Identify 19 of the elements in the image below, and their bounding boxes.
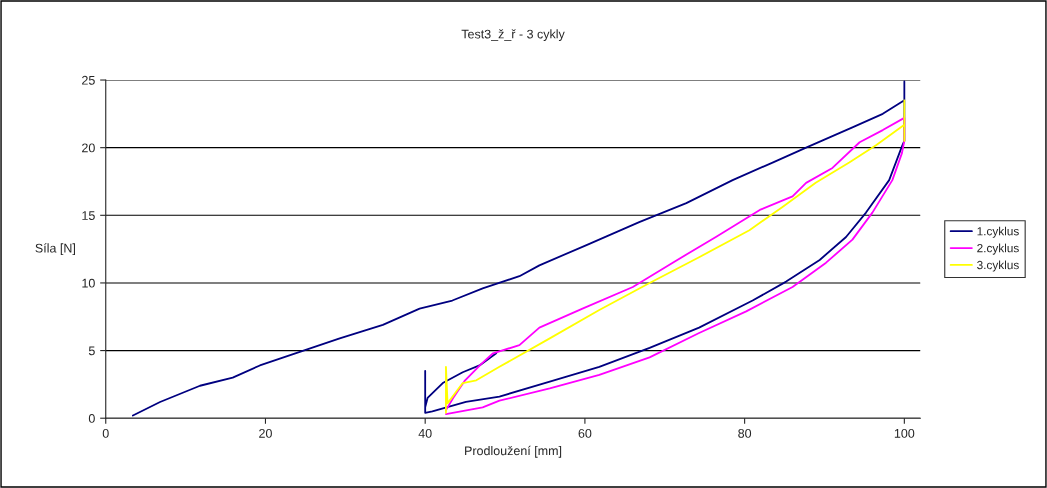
- y-tick-label: 15: [82, 211, 95, 220]
- x-tick-label: 0: [102, 428, 109, 438]
- chart-title: Test3_ž_ř - 3 cykly: [461, 29, 565, 41]
- legend-label: 2.cyklus: [977, 243, 1019, 255]
- line-series: [131, 80, 906, 417]
- x-tick-label: 100: [894, 428, 915, 438]
- x-tick-label: 80: [738, 428, 752, 438]
- y-tick-label: 10: [82, 278, 95, 288]
- x-axis-title: Prodloužení [mm]: [465, 445, 562, 458]
- y-tick-label: 0: [88, 414, 95, 423]
- x-tick-label: 20: [259, 428, 272, 438]
- y-tick-label: 5: [88, 346, 95, 356]
- y-tick-label: 20: [82, 143, 95, 153]
- y-tick-label: 25: [82, 75, 95, 85]
- y-axis-title: Síla [N]: [35, 243, 75, 256]
- legend-label: 3.cyklus: [977, 260, 1019, 272]
- x-tick-label: 40: [418, 428, 432, 438]
- x-tick-label: 60: [578, 428, 592, 438]
- legend-label: 1.cyklus: [977, 226, 1019, 238]
